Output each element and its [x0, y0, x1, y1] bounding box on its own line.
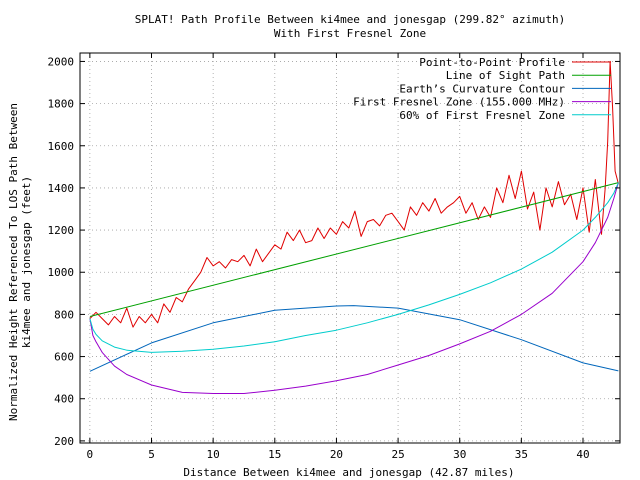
x-tick-label-6: 30: [453, 448, 466, 461]
y-tick-label-2: 600: [54, 351, 74, 364]
y-tick-label-3: 800: [54, 308, 74, 321]
legend-label-60-of-first-fresnel-zone: 60% of First Fresnel Zone: [399, 109, 565, 122]
chart-title: SPLAT! Path Profile Between ki4mee and j…: [135, 13, 565, 26]
x-tick-label-1: 5: [148, 448, 155, 461]
plot-frame: [79, 52, 621, 444]
grid-lines: [80, 53, 620, 443]
legend-label-earth-s-curvature-contour: Earth’s Curvature Contour: [399, 82, 565, 95]
x-tick-label-0: 0: [87, 448, 94, 461]
y-tick-labels: 200 400 600 800 1000 1200 1400 1600 1800 2000: [48, 55, 75, 447]
x-tick-label-5: 25: [391, 448, 404, 461]
series-line-earth-s-curvature-contour: [89, 305, 619, 372]
series-line-point-to-point-profile: [89, 60, 619, 328]
y-tick-label-0: 200: [54, 435, 74, 448]
y-tick-label-9: 2000: [48, 55, 75, 68]
x-tick-label-3: 15: [268, 448, 281, 461]
series-line-first-fresnel-zone-155-000-mhz: [89, 182, 619, 394]
series-line-60-of-first-fresnel-zone: [89, 182, 619, 353]
y-tick-label-5: 1200: [48, 224, 75, 237]
chart-subtitle: With First Fresnel Zone: [274, 27, 426, 40]
x-tick-label-2: 10: [207, 448, 220, 461]
series-line-line-of-sight-path: [89, 182, 619, 317]
y-axis-label-line-1: Normalized Height Referenced To LOS Path…: [7, 103, 20, 421]
x-tick-label-7: 35: [515, 448, 528, 461]
y-tick-label-1: 400: [54, 393, 74, 406]
x-tick-labels: 0 5 10 15 20 25 30 35 40: [87, 448, 590, 461]
legend-label-line-of-sight-path: Line of Sight Path: [446, 69, 565, 82]
axis-ticks: [80, 53, 620, 443]
y-tick-label-7: 1600: [48, 140, 75, 153]
y-tick-label-8: 1800: [48, 98, 75, 111]
y-axis-label-line-2: ki4mee and jonesgap (feet): [20, 176, 33, 348]
legend-label-point-to-point-profile: Point-to-Point Profile: [419, 56, 565, 69]
x-axis-label: Distance Between ki4mee and jonesgap (42…: [183, 466, 514, 479]
y-tick-label-4: 1000: [48, 266, 75, 279]
x-tick-label-8: 40: [576, 448, 589, 461]
legend-label-first-fresnel-zone-155-000-mhz: First Fresnel Zone (155.000 MHz): [353, 96, 565, 109]
y-tick-label-6: 1400: [48, 182, 75, 195]
x-tick-label-4: 20: [330, 448, 343, 461]
series-lines: [89, 60, 619, 394]
